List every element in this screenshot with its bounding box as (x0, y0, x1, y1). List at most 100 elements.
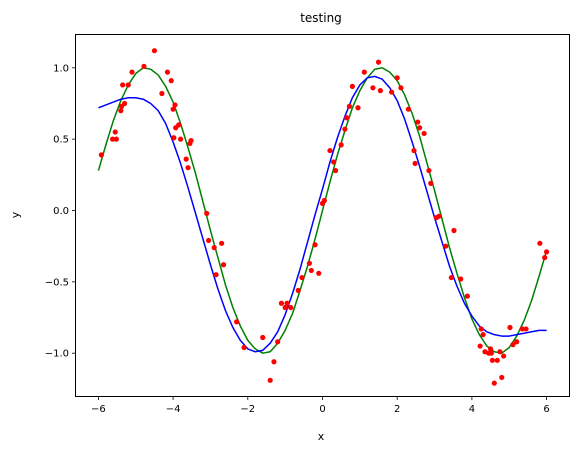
data-point (361, 69, 367, 75)
data-point (421, 130, 427, 137)
data-point (344, 115, 350, 121)
data-point (267, 377, 273, 383)
data-point (98, 152, 104, 158)
data-point (211, 245, 217, 251)
data-point (170, 106, 176, 112)
data-point (480, 332, 486, 338)
data-point (171, 135, 177, 141)
data-point (234, 319, 240, 325)
data-point (417, 125, 423, 131)
x-tick-label: 0 (319, 404, 325, 415)
data-point (321, 197, 327, 204)
data-point (118, 108, 124, 114)
data-point (213, 272, 219, 278)
data-point (220, 262, 227, 268)
data-point (426, 167, 432, 174)
data-point (278, 300, 285, 306)
data-point (494, 357, 500, 363)
data-point (355, 105, 361, 111)
data-point (141, 63, 147, 69)
plot-area (97, 48, 550, 386)
data-point (271, 359, 277, 365)
data-point (499, 374, 505, 381)
data-point (241, 344, 247, 351)
x-axis-label: x (318, 430, 325, 443)
data-point (159, 90, 165, 97)
data-point (295, 287, 301, 294)
data-point (398, 85, 404, 91)
data-point (346, 103, 352, 109)
data-point (523, 326, 529, 332)
data-point (436, 213, 442, 219)
data-point (284, 300, 290, 306)
data-point (412, 160, 418, 167)
data-point (308, 267, 314, 274)
data-point (164, 69, 171, 75)
data-point (188, 137, 194, 144)
data-point (394, 75, 400, 81)
data-point (370, 85, 376, 91)
data-point (507, 324, 513, 331)
data-point (514, 339, 520, 345)
data-point (120, 82, 126, 88)
data-point (125, 82, 131, 88)
data-point (377, 88, 383, 94)
x-tick-label: 2 (394, 404, 400, 415)
data-point (332, 167, 339, 174)
data-point (488, 350, 494, 356)
data-point (510, 342, 516, 348)
data-point (478, 326, 484, 332)
data-point (306, 260, 313, 266)
data-point (543, 249, 550, 255)
data-point (497, 349, 503, 355)
data-point (110, 136, 116, 142)
data-point (338, 142, 344, 148)
data-point (487, 346, 494, 352)
data-point (542, 254, 548, 261)
data-point (151, 48, 158, 54)
data-point (177, 136, 184, 142)
series-line-2 (98, 75, 547, 353)
data-point (299, 274, 305, 281)
chart-title: testing (300, 11, 342, 25)
data-point (342, 126, 348, 132)
data-point (388, 89, 395, 95)
data-point (489, 357, 496, 363)
data-point (375, 59, 382, 65)
data-point (176, 122, 182, 128)
data-point (204, 210, 210, 216)
data-point (405, 106, 411, 112)
data-point (260, 334, 266, 341)
data-point (205, 237, 212, 244)
data-point (501, 353, 507, 359)
data-point (316, 270, 322, 276)
series-line-1 (97, 67, 548, 354)
data-point (168, 78, 174, 84)
data-point (129, 69, 135, 75)
data-point (458, 276, 464, 282)
data-point (411, 147, 417, 154)
data-point (477, 343, 483, 349)
y-tick-label: 0.0 (53, 206, 69, 217)
y-tick-label: 1.0 (53, 63, 69, 74)
data-point (172, 102, 178, 108)
data-point (464, 293, 471, 299)
y-tick-label: −0.5 (45, 277, 69, 288)
x-tick-label: 6 (543, 404, 549, 415)
data-point (327, 147, 333, 154)
data-point (112, 129, 118, 135)
data-point (219, 240, 225, 246)
y-tick-label: −1.0 (45, 349, 69, 360)
data-point (428, 180, 434, 186)
x-tick-label: −2 (240, 404, 255, 415)
x-tick-label: −4 (166, 404, 181, 415)
data-point (415, 119, 421, 125)
axes: −6 −4 −2 0 2 4 6 −1.0 −0.5 0.0 0.5 1.0 (45, 34, 570, 415)
data-point (288, 304, 294, 311)
data-point (491, 380, 497, 386)
x-tick-label: −6 (91, 404, 106, 415)
data-point (312, 242, 318, 248)
data-point (537, 240, 543, 246)
